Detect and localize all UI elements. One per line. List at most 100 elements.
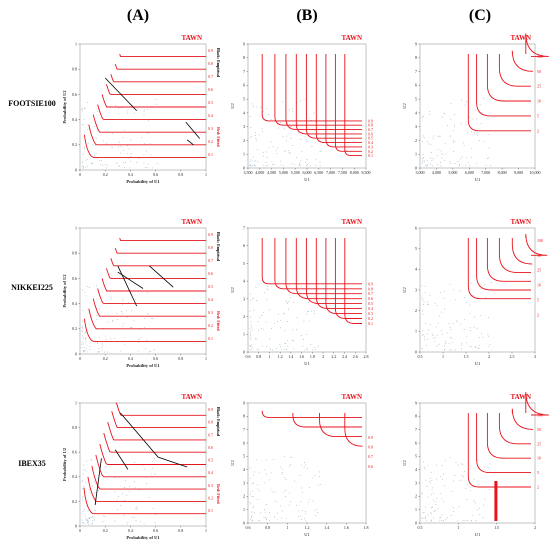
scatter-point (83, 485, 85, 487)
scatter-point (263, 517, 265, 519)
scatter-point (279, 344, 281, 346)
scatter-point (450, 337, 452, 339)
scatter-point (421, 117, 423, 119)
scatter-point (82, 320, 84, 322)
scatter-point (319, 484, 321, 486)
scatter-point (466, 519, 468, 521)
scatter-point (258, 134, 260, 136)
x-tick-label: 1 (442, 354, 444, 359)
scatter-point (272, 349, 274, 351)
scatter-point (84, 350, 86, 351)
scatter-point (122, 298, 124, 300)
scatter-point (253, 482, 254, 484)
scatter-point (434, 340, 436, 342)
scatter-point (85, 159, 87, 161)
scatter-point (436, 345, 438, 347)
scatter-point (426, 333, 428, 335)
scatter-point (259, 317, 261, 319)
y-tick-label: 7 (415, 69, 417, 74)
level-label: 0.8 (368, 445, 373, 450)
fitted-contour (83, 318, 206, 342)
chart-title: TAWN (511, 393, 531, 401)
scatter-point (301, 510, 303, 512)
scatter-point (488, 316, 489, 318)
scatter-point (477, 459, 479, 461)
scatter-point (287, 122, 289, 124)
x-tick-label: 6,000 (303, 170, 312, 176)
fitted-contour (344, 413, 363, 447)
level-label: 0.9 (208, 232, 213, 237)
fitted-contour (103, 432, 206, 453)
scatter-point (143, 523, 145, 525)
scatter-point (423, 461, 425, 463)
scatter-point (281, 101, 283, 103)
scatter-point (435, 501, 437, 502)
x-tick-label: 0 (79, 172, 81, 177)
x-axis-label: U1 (304, 361, 310, 366)
scatter-point (290, 464, 292, 466)
scatter-point (92, 162, 93, 164)
scatter-point (434, 337, 436, 339)
scatter-point (313, 509, 315, 511)
scatter-point (82, 487, 84, 489)
scatter-point (266, 298, 268, 300)
scatter-point (449, 283, 451, 285)
x-tick-label: 10,000 (530, 170, 541, 176)
scatter-point (487, 157, 489, 159)
scatter-point (144, 167, 146, 169)
scatter-point (256, 139, 257, 141)
y-tick-label: 0 (75, 167, 77, 172)
scatter-point (81, 330, 83, 332)
scatter-point (253, 164, 255, 166)
scatter-point (439, 161, 441, 163)
scatter-point (448, 322, 450, 324)
scatter-point (470, 490, 472, 492)
scatter-point (427, 164, 429, 165)
scatter-point (454, 140, 456, 142)
scatter-point (427, 496, 429, 498)
fitted-contour (525, 233, 548, 256)
scatter-point (110, 337, 112, 339)
scatter-point (114, 520, 116, 522)
scatter-point (309, 117, 311, 119)
x-tick-label: 2 (534, 525, 536, 530)
level-label: 5 (537, 297, 539, 302)
scatter-point (463, 471, 465, 473)
scatter-point (128, 486, 130, 488)
fitted-contour (305, 54, 362, 139)
scatter-point (423, 304, 425, 305)
scatter-point (430, 519, 432, 521)
level-label: 0.6 (208, 271, 213, 276)
x-tick-label: 2.5 (510, 354, 515, 359)
scatter-point (252, 103, 253, 105)
x-tick-label: 0.8 (178, 172, 183, 177)
x-tick-label: 2 (488, 354, 490, 359)
level-label: 0.3 (368, 311, 373, 316)
scatter-point (433, 135, 435, 137)
fitted-contour (334, 238, 362, 319)
scatter-point (264, 509, 266, 511)
scatter-point (155, 98, 157, 100)
scatter-point (453, 289, 455, 291)
scatter-point (249, 165, 251, 167)
scatter-point (424, 339, 426, 341)
scatter-point (449, 161, 451, 163)
x-axis-label: U1 (304, 177, 310, 182)
scatter-point (102, 344, 104, 346)
scatter-point (281, 473, 283, 475)
scatter-point (458, 464, 460, 466)
scatter-point (471, 148, 473, 150)
scatter-point (430, 512, 432, 514)
scatter-point (470, 330, 471, 332)
x-tick-label: 6,000 (465, 170, 474, 176)
chart-title: TAWN (511, 34, 531, 42)
x-tick-label: 7,000 (481, 170, 490, 176)
scatter-point (439, 517, 441, 519)
scatter-point (101, 349, 103, 351)
scatter-point (81, 496, 83, 498)
scatter-point (98, 347, 100, 349)
y-axis-label: U2 (402, 460, 407, 466)
scatter-point (422, 157, 424, 159)
scatter-point (85, 330, 87, 332)
x-tick-label: 0.4 (128, 528, 133, 533)
